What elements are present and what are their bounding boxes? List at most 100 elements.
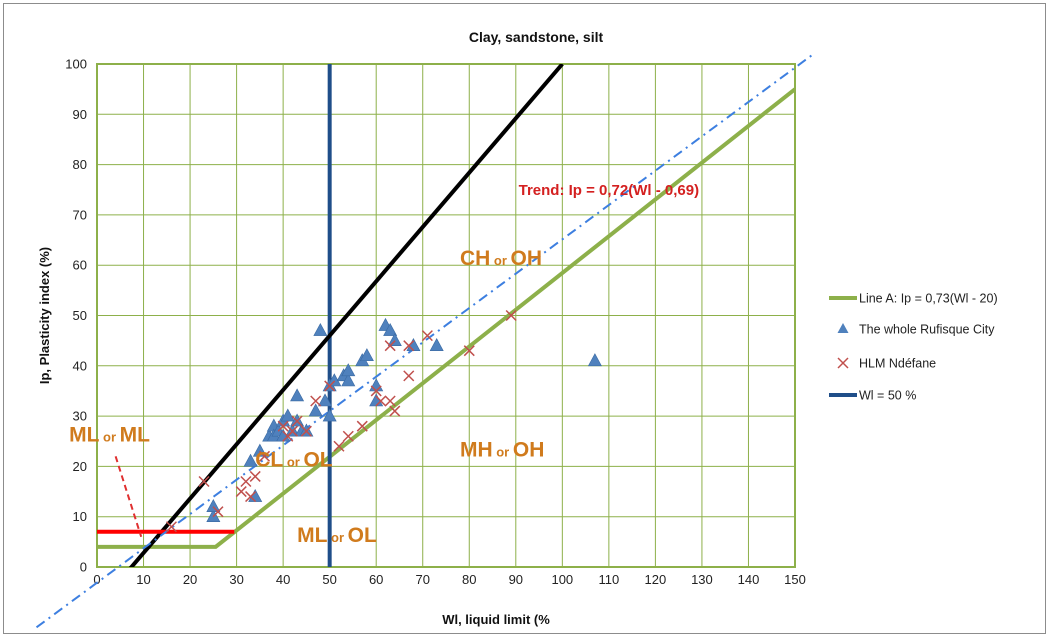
cross-point [258, 450, 271, 462]
cross-point [370, 385, 382, 397]
triangle-point [318, 393, 333, 407]
tick-labels: 0 10 20 30 40 50 60 70 80 90 100 110 120 130 140 150 0 10… [65, 57, 806, 588]
triangle-point [243, 453, 258, 467]
cross-point [300, 425, 312, 437]
zone-label-ch: CH or OH [460, 247, 542, 270]
x-tick-label: 120 [645, 572, 667, 587]
cross-point [286, 425, 298, 437]
cross-point [342, 430, 354, 442]
cross-point [324, 380, 336, 392]
triangle-point [322, 408, 337, 422]
zone-connector: or [99, 429, 119, 444]
triangle-point [341, 373, 356, 387]
zone-label-ml-ol: ML or OL [297, 524, 377, 547]
y-tick-label: 90 [73, 107, 87, 122]
cross-point [384, 395, 396, 407]
cross-point [463, 345, 475, 357]
legend-label: Wl = 50 % [859, 389, 916, 403]
reference-lines [97, 64, 795, 567]
zone-code: ML [69, 423, 99, 446]
grid [96, 63, 796, 568]
cross-point [235, 486, 247, 498]
triangle-point [429, 338, 444, 351]
x-tick-label: 30 [229, 572, 243, 587]
zone-code: ML [120, 423, 150, 446]
y-tick-label: 40 [73, 358, 87, 373]
cross-point [384, 340, 396, 352]
cross-point [212, 506, 224, 518]
line-a [97, 87, 795, 549]
trend-equation: Trend: Ip = 0,72(Wl - 0,69) [519, 182, 699, 199]
zone-connector: or [327, 530, 347, 545]
cross-point [310, 395, 322, 407]
triangle-point [369, 378, 384, 392]
zone-label-cl: CL or OL [255, 448, 333, 471]
legend-label: Line A: Ip = 0,73(Wl - 20) [859, 292, 998, 306]
zone-code: CH [460, 247, 490, 270]
x-tick-label: 50 [322, 572, 336, 587]
legend-label: HLM Ndéfane [859, 357, 936, 371]
cross-point [375, 395, 387, 407]
legend: Line A: Ip = 0,73(Wl - 20) The whole Rufi… [829, 292, 998, 403]
x-tick-label: 10 [136, 572, 150, 587]
x-tick-label: 130 [691, 572, 713, 587]
zone-label-mh: MH or OH [460, 438, 544, 461]
triangle-point [252, 443, 267, 457]
cross-point [240, 475, 252, 488]
triangle-point [308, 403, 323, 417]
triangle-point [587, 353, 602, 367]
data-points [165, 309, 602, 533]
y-axis-title: Ip, Plasticity index (%) [37, 247, 52, 384]
x-tick-label: 110 [598, 572, 619, 587]
zone-code: ML [297, 524, 327, 547]
trend-line [35, 53, 815, 629]
cross-point [505, 309, 517, 322]
zone-connector: or [283, 454, 303, 469]
cross-point [245, 491, 257, 503]
x-axis-title: Wl, liquid limit (% [442, 612, 550, 627]
x-tick-label: 90 [509, 572, 523, 587]
zone-code: CL [255, 448, 283, 471]
cross-point [356, 420, 368, 432]
x-tick-label: 40 [276, 572, 290, 587]
y-tick-label: 60 [73, 258, 87, 273]
triangle-point [387, 333, 402, 346]
cross-point [198, 475, 210, 488]
cross-point [389, 405, 401, 417]
cross-point [421, 330, 433, 342]
triangle-point [359, 348, 374, 362]
legend-swatch-cross [837, 357, 849, 369]
y-tick-label: 30 [73, 409, 87, 424]
y-tick-label: 0 [80, 560, 87, 575]
x-tick-label: 0 [93, 572, 100, 587]
chart-title: Clay, sandstone, silt [469, 29, 604, 45]
legend-swatch-triangle [837, 323, 849, 333]
trend-line [35, 53, 815, 629]
u-line [128, 64, 564, 567]
triangle-point [290, 388, 305, 402]
cross-point [277, 420, 289, 432]
zone-code: MH [460, 438, 493, 461]
chart-svg: Clay, sandstone, silt 0 10 20 30 40 50 60 70 80 9… [35, 29, 998, 629]
y-tick-label: 20 [73, 459, 87, 474]
zone-code: OH [513, 438, 545, 461]
zone-code: OL [348, 524, 377, 547]
x-tick-label: 20 [183, 572, 197, 587]
y-tick-label: 80 [73, 157, 87, 172]
x-tick-label: 150 [784, 572, 806, 587]
pointer-line [114, 456, 143, 538]
zone-code: OL [303, 448, 332, 471]
cross-point [165, 521, 177, 533]
cross-point [403, 340, 415, 352]
triangle-point [206, 499, 221, 512]
y-tick-label: 10 [73, 509, 87, 524]
y-tick-label: 70 [73, 207, 87, 222]
zone-connector: or [490, 253, 510, 268]
chart-frame: Clay, sandstone, silt 0 10 20 30 40 50 60 70 80 9… [3, 3, 1046, 634]
cross-point [291, 415, 303, 427]
triangle-point [341, 363, 356, 377]
x-tick-label: 70 [415, 572, 429, 587]
x-tick-label: 140 [738, 572, 760, 587]
triangle-point [313, 322, 328, 336]
